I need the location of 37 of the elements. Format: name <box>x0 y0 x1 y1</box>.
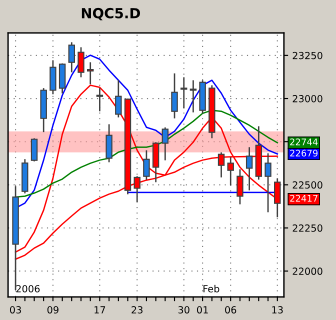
candlestick <box>58 62 66 94</box>
candlestick <box>264 152 272 213</box>
candlestick <box>115 80 122 118</box>
x-tick-label: 03 <box>10 306 21 314</box>
candlestick <box>68 42 76 73</box>
chart-title: NQC5.D <box>82 8 140 20</box>
annotation: Feb <box>204 284 220 292</box>
candlestick <box>134 175 140 203</box>
candlestick <box>78 46 84 78</box>
x-tick-label: 06 <box>225 306 236 314</box>
candlestick <box>30 138 38 162</box>
annotation: 2006 <box>16 285 40 292</box>
x-tick-label: 09 <box>47 306 58 314</box>
line-series <box>14 110 278 198</box>
x-tick-label: 01 <box>197 306 208 314</box>
y-tick-label: 22500 <box>292 181 322 189</box>
x-tick-label: 30 <box>178 306 190 314</box>
candlestick <box>162 126 169 161</box>
candlestick <box>50 60 56 95</box>
candlestick <box>106 124 112 163</box>
candlestick <box>236 168 244 205</box>
candlestick <box>180 76 188 110</box>
y-tick-label: 22000 <box>292 268 322 275</box>
candlestick <box>171 72 178 120</box>
data-label: 22744 <box>290 138 318 146</box>
y-tick-label: 23250 <box>292 52 322 60</box>
x-tick-label: 23 <box>132 306 143 314</box>
y-tick-label: 22250 <box>292 224 322 232</box>
candlestick <box>246 146 253 192</box>
x-tick-label: 17 <box>94 306 106 314</box>
data-label: 22679 <box>290 150 318 157</box>
data-label: 22417 <box>290 194 318 202</box>
candlestick <box>190 80 197 114</box>
y-tick-label: 23000 <box>292 95 322 102</box>
x-tick-label: 13 <box>272 306 283 314</box>
candlestick <box>96 87 104 112</box>
candlestick <box>143 150 150 180</box>
